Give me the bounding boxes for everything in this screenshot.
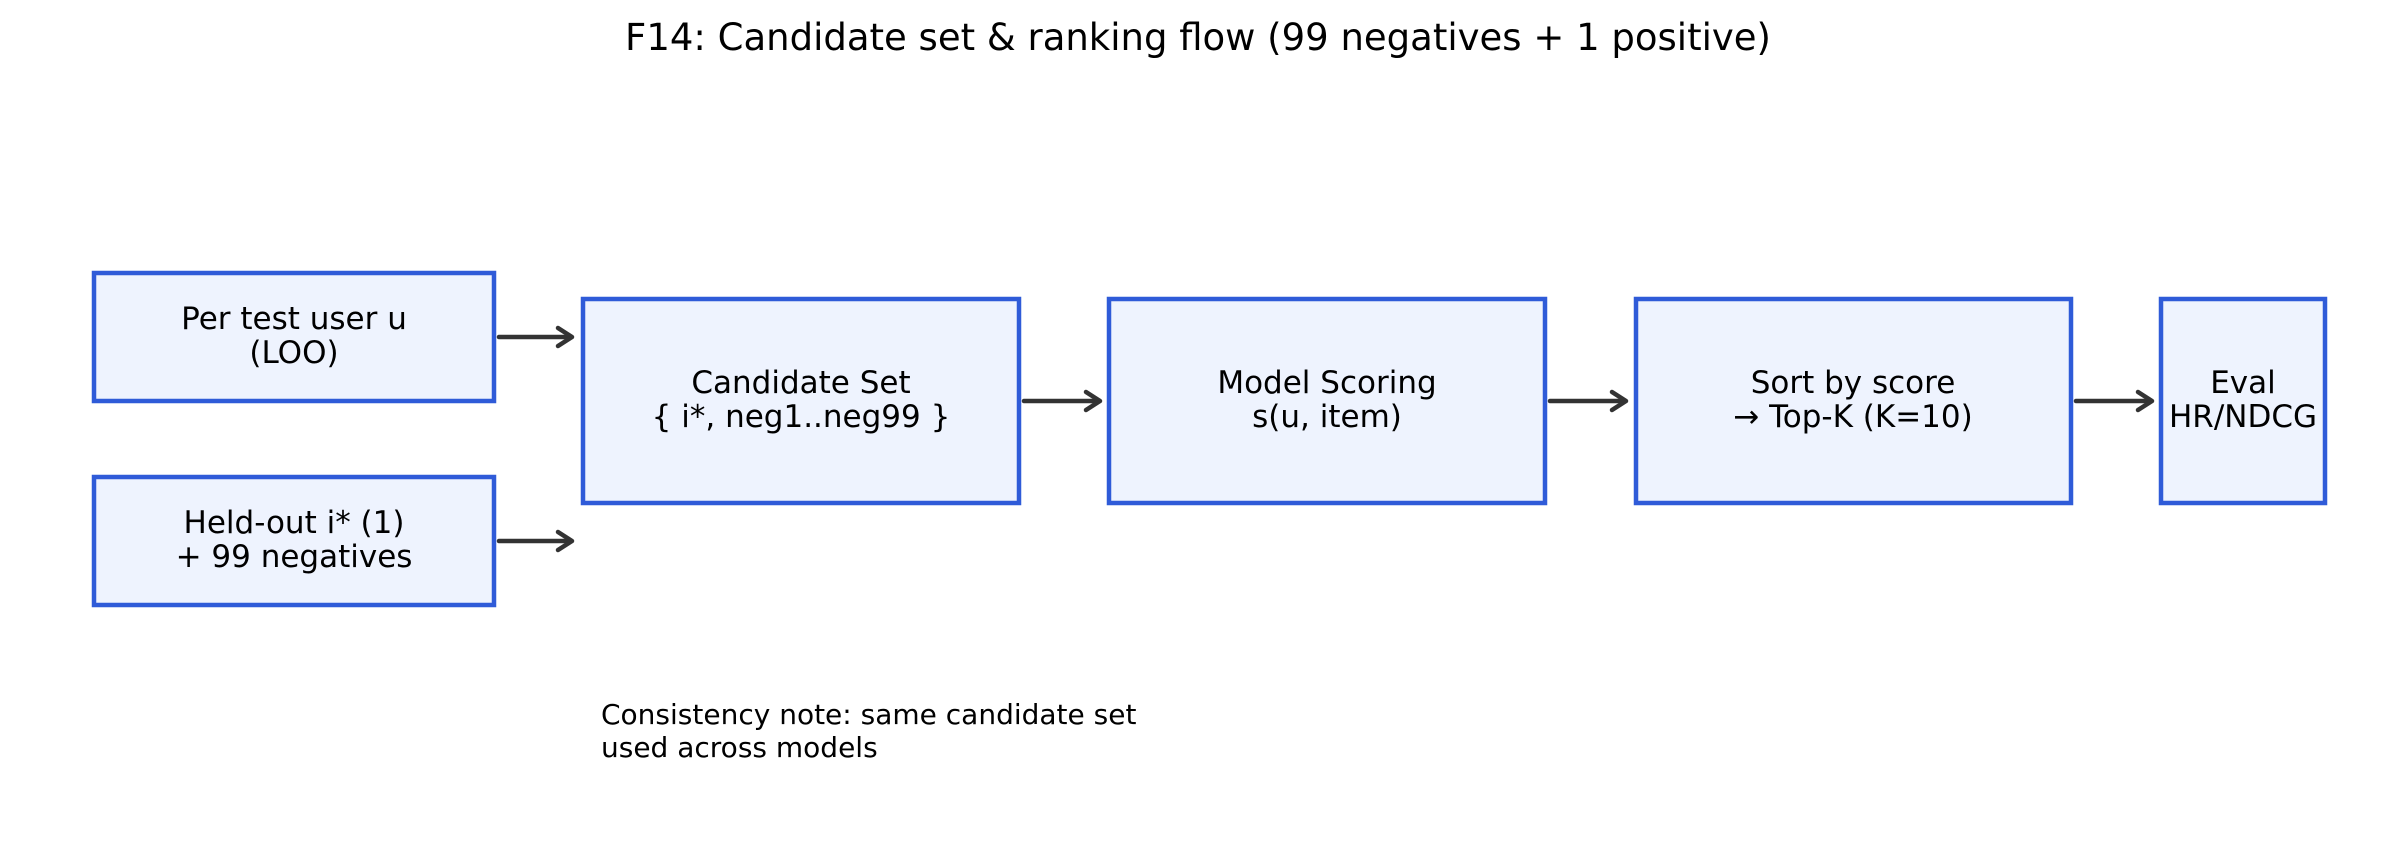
node-model-scoring-line2: s(u, item) (1252, 399, 1402, 435)
node-candidate-set-line1: Candidate Set (691, 365, 910, 401)
node-sort-by-score-line1: Sort by score (1751, 365, 1956, 401)
node-eval-line2: HR/NDCG (2169, 399, 2317, 435)
arrow-scoring-to-sort (1547, 389, 1629, 413)
consistency-note-line1: Consistency note: same candidate set (601, 698, 1136, 731)
diagram-title: F14: Candidate set & ranking flow (99 ne… (625, 16, 1771, 59)
node-model-scoring-line1: Model Scoring (1217, 365, 1436, 401)
consistency-note-line2: used across models (601, 731, 878, 764)
node-eval: Eval HR/NDCG (2158, 296, 2328, 506)
node-model-scoring: Model Scoring s(u, item) (1106, 296, 1548, 506)
node-held-out: Held-out i* (1) + 99 negatives (91, 474, 497, 608)
node-held-out-line1: Held-out i* (1) (184, 505, 405, 541)
node-candidate-set: Candidate Set { i*, neg1..neg99 } (580, 296, 1022, 506)
node-held-out-line2: + 99 negatives (176, 539, 413, 575)
arrow-sort-to-eval (2073, 389, 2155, 413)
arrow-candidate-to-scoring (1021, 389, 1103, 413)
arrow-user-to-candidate (496, 325, 575, 349)
node-eval-line1: Eval (2210, 365, 2276, 401)
node-candidate-set-line2: { i*, neg1..neg99 } (652, 399, 951, 435)
node-per-test-user-line2: (LOO) (249, 335, 338, 371)
node-per-test-user-line1: Per test user u (181, 301, 407, 337)
node-per-test-user: Per test user u (LOO) (91, 270, 497, 404)
node-sort-by-score-line2: → Top-K (K=10) (1733, 399, 1972, 435)
arrow-heldout-to-candidate (496, 529, 575, 553)
node-sort-by-score: Sort by score → Top-K (K=10) (1633, 296, 2074, 506)
